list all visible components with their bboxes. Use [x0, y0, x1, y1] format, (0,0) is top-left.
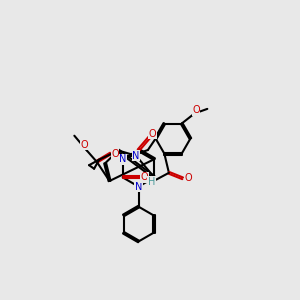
Text: N: N: [119, 154, 126, 164]
Text: O: O: [185, 173, 192, 183]
Text: O: O: [81, 140, 88, 150]
Text: N: N: [132, 151, 140, 160]
Text: O: O: [192, 105, 200, 115]
Text: H: H: [148, 177, 155, 187]
Text: O: O: [141, 172, 148, 182]
Text: N: N: [135, 182, 142, 192]
Text: O: O: [148, 129, 156, 139]
Text: O: O: [111, 148, 119, 158]
